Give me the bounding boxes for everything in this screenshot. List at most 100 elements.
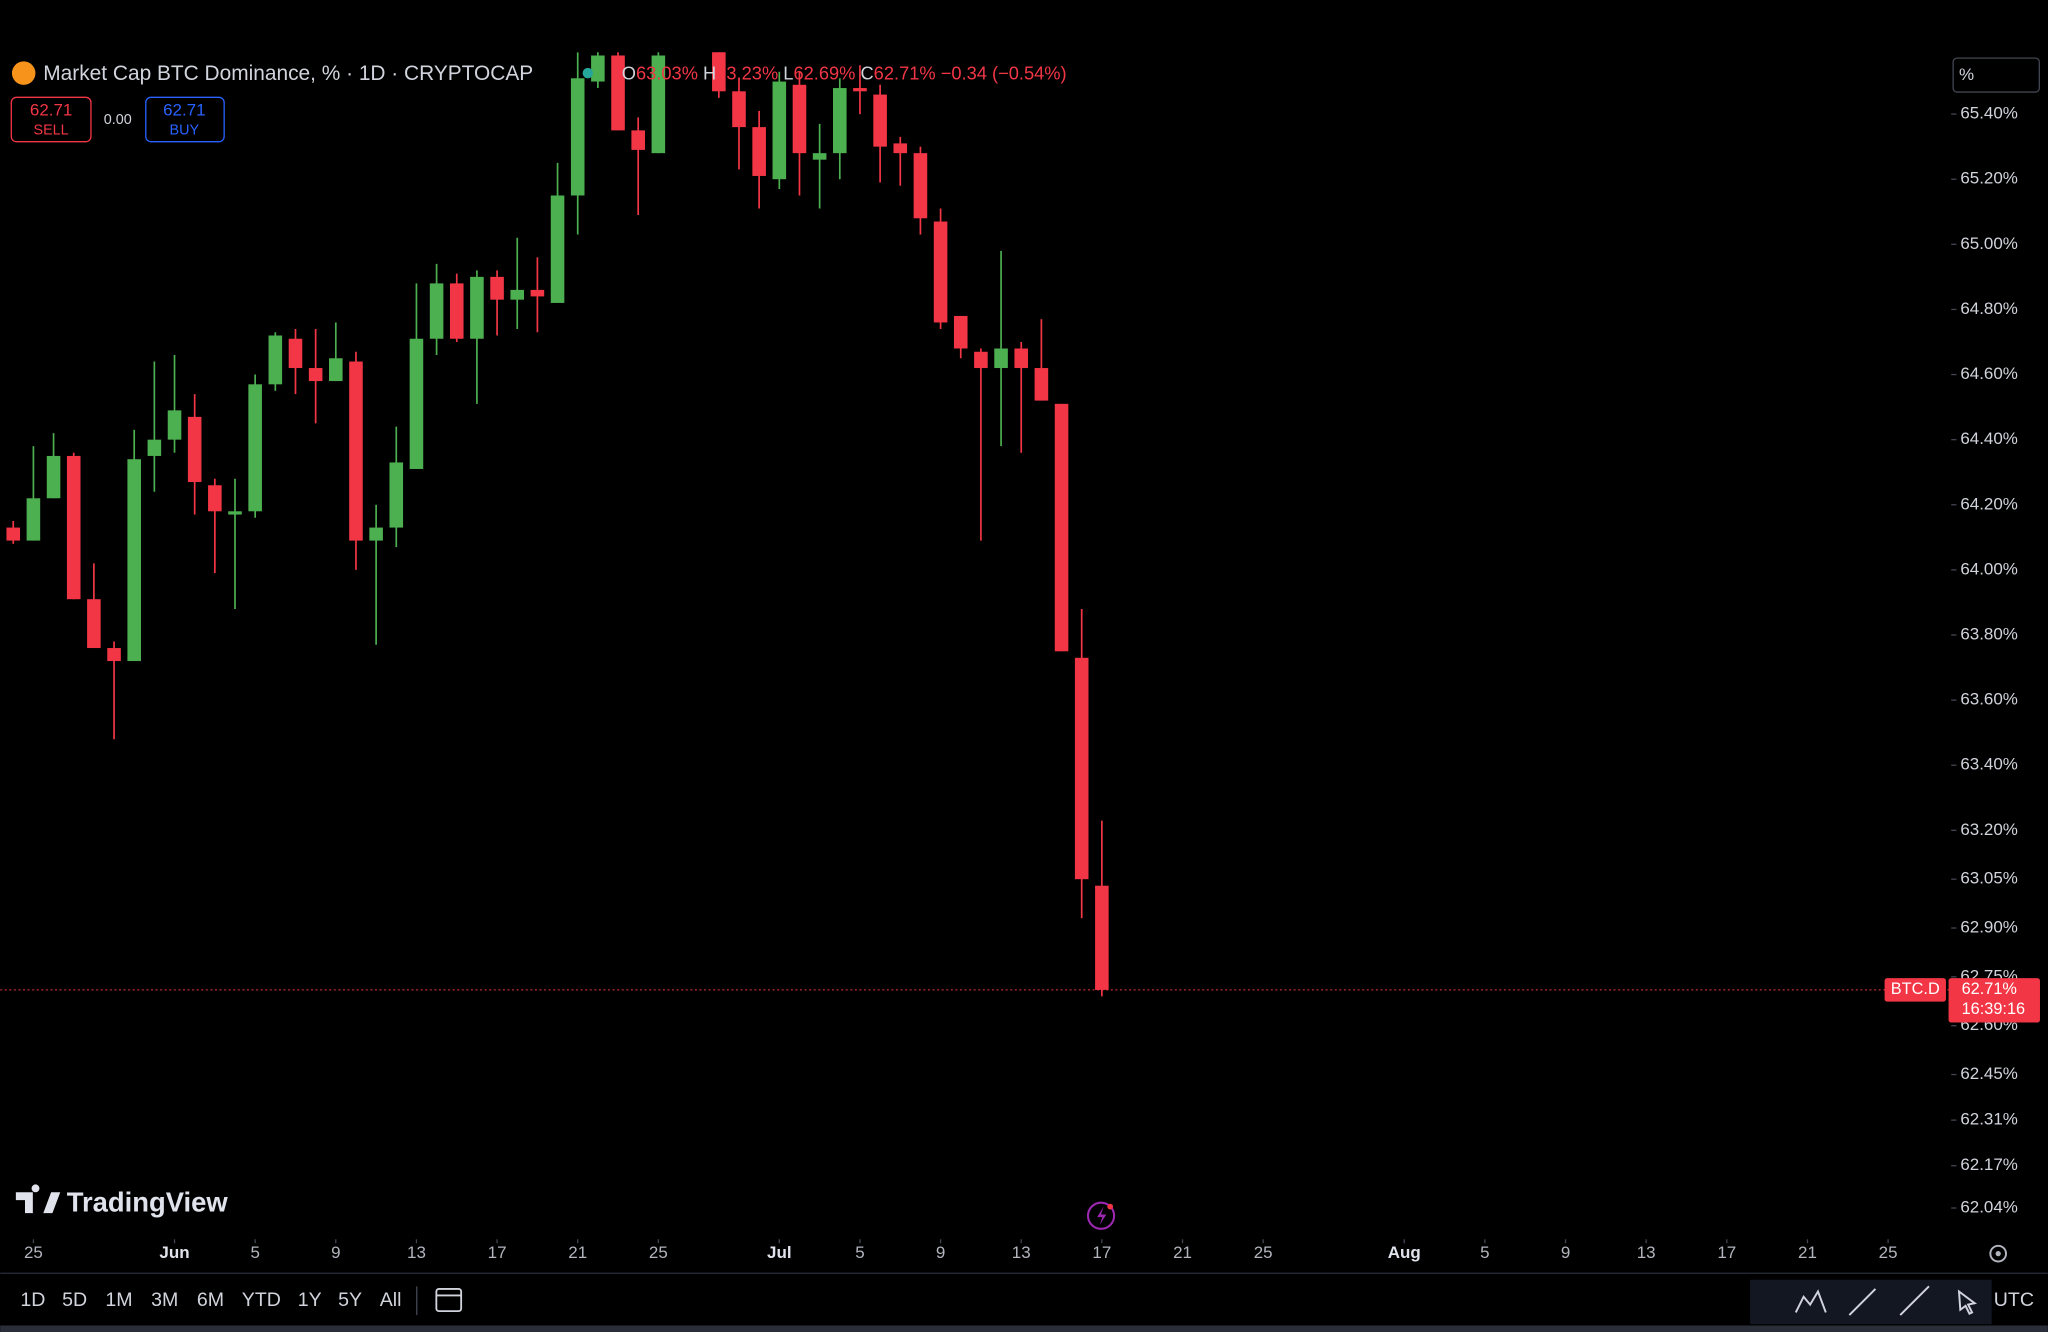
candle-body (792, 84, 807, 154)
candle-body (490, 276, 504, 300)
drawing-tools-bg (1750, 1279, 1992, 1325)
candle-body (611, 55, 625, 131)
candle-body (107, 648, 121, 662)
tool-line[interactable] (1899, 1285, 1930, 1316)
timeframe-button[interactable]: All (380, 1289, 402, 1311)
x-tick-label: Jun (159, 1243, 189, 1262)
candle-body (1034, 368, 1049, 401)
buy-button[interactable]: 62.71 BUY (145, 96, 225, 143)
price-tag (1948, 978, 2040, 1023)
x-tick-label: 25 (1254, 1243, 1273, 1262)
candle-body (510, 289, 525, 300)
candle-body (732, 91, 746, 128)
unit-label: % (1959, 65, 1974, 84)
x-tick-label: 21 (1173, 1243, 1192, 1262)
y-tick-label: 64.80% (1960, 299, 2018, 318)
buy-label: BUY (170, 122, 200, 138)
spread: 0.00 (104, 112, 132, 128)
x-tick-label: 25 (1879, 1243, 1898, 1262)
x-tick-label: 9 (1561, 1243, 1570, 1262)
symbol-tag (1884, 978, 1946, 1002)
y-tick-label: 62.04% (1960, 1197, 2018, 1216)
calendar-icon (435, 1287, 463, 1313)
timeframe-button[interactable]: 5D (62, 1289, 87, 1311)
x-tick-label: 17 (1092, 1243, 1111, 1262)
legend-high: 63.23% (716, 62, 778, 83)
unit-button[interactable]: % (1952, 57, 2040, 93)
legend-open: 63.03% (636, 62, 698, 83)
timeframe-button[interactable]: YTD (242, 1289, 281, 1311)
y-tick-label: 65.00% (1960, 234, 2018, 253)
timeframe-button[interactable]: 1D (20, 1289, 45, 1311)
sell-button[interactable]: 62.71 SELL (10, 96, 92, 143)
timeframe-button[interactable]: 1M (105, 1289, 132, 1311)
candle-body (429, 283, 444, 339)
countdown-label: 16:39:16 (1962, 1000, 2026, 1018)
candle-body (853, 88, 867, 92)
candle-body (268, 335, 283, 385)
symbol-icon (11, 61, 36, 85)
x-tick-label: 13 (1012, 1243, 1031, 1262)
gear-icon (1989, 1244, 2008, 1263)
candle-body (772, 81, 787, 180)
drawing-tools[interactable] (1794, 1285, 1978, 1316)
bottom-strip (0, 1325, 2048, 1332)
timeframe-button[interactable]: 6M (197, 1289, 224, 1311)
legend-prefix: L (783, 62, 793, 83)
candle-body (288, 338, 303, 369)
ohlc-legend: O63.03% H63.23% L62.69% C62.71% −0.34 (−… (622, 62, 1067, 83)
plot-area (6, 52, 1109, 997)
date-range-button[interactable] (435, 1287, 463, 1313)
candle-body (308, 368, 323, 382)
y-tick-label: 62.90% (1960, 918, 2018, 937)
y-tick-label: 65.40% (1960, 104, 2018, 123)
y-tick-label: 64.40% (1960, 429, 2018, 448)
tool-trend[interactable] (1848, 1288, 1877, 1316)
candle-body (913, 153, 928, 219)
lightning-button[interactable] (1086, 1201, 1116, 1230)
y-tick-label: 63.20% (1960, 820, 2018, 839)
x-tick-label: 21 (568, 1243, 587, 1262)
legend-change: −0.34 (−0.54%) (941, 62, 1067, 83)
logo-text: TradingView (67, 1186, 229, 1217)
candle-body (812, 153, 827, 160)
x-tick-label: Aug (1388, 1243, 1421, 1262)
x-tick-label: 17 (488, 1243, 507, 1262)
price-tag-label: 62.71% (1962, 980, 2017, 998)
logo-mark (15, 1184, 61, 1214)
candle-body (329, 358, 343, 382)
lightning-icon (1097, 1206, 1107, 1225)
timeframe-button[interactable]: 3M (151, 1289, 178, 1311)
timezone[interactable]: UTC (1994, 1289, 2034, 1311)
candle-body (87, 599, 101, 649)
candle-body (46, 455, 61, 499)
legend-prefix: C (860, 62, 873, 83)
candle-body (591, 55, 605, 82)
candle-body (26, 498, 41, 541)
candle-body (530, 289, 545, 297)
x-tick-label: 25 (649, 1243, 668, 1262)
candle-body (712, 52, 726, 92)
timeframe-button[interactable]: 1Y (298, 1289, 322, 1311)
tool-pattern[interactable] (1794, 1289, 1827, 1313)
timeframe-button[interactable]: 5Y (338, 1289, 362, 1311)
candle-body (651, 55, 666, 154)
y-tick-label: 63.05% (1960, 869, 2018, 888)
candle-body (6, 527, 21, 541)
y-tick-label: 63.80% (1960, 624, 2018, 643)
tool-cursor[interactable] (1957, 1289, 1978, 1316)
sell-label: SELL (34, 122, 69, 138)
y-tick-label: 63.40% (1960, 755, 2018, 774)
candle-body (248, 384, 262, 512)
candle-body (570, 78, 585, 196)
candle-body (228, 511, 242, 515)
x-tick-label: 5 (250, 1243, 259, 1262)
candle-body (369, 527, 383, 541)
candle-body (631, 130, 645, 150)
candle-body (66, 455, 81, 600)
logo: TradingView (15, 1184, 229, 1217)
y-tick-label: 64.60% (1960, 364, 2018, 383)
settings-button[interactable] (1989, 1244, 2008, 1263)
x-tick-label: 9 (936, 1243, 945, 1262)
